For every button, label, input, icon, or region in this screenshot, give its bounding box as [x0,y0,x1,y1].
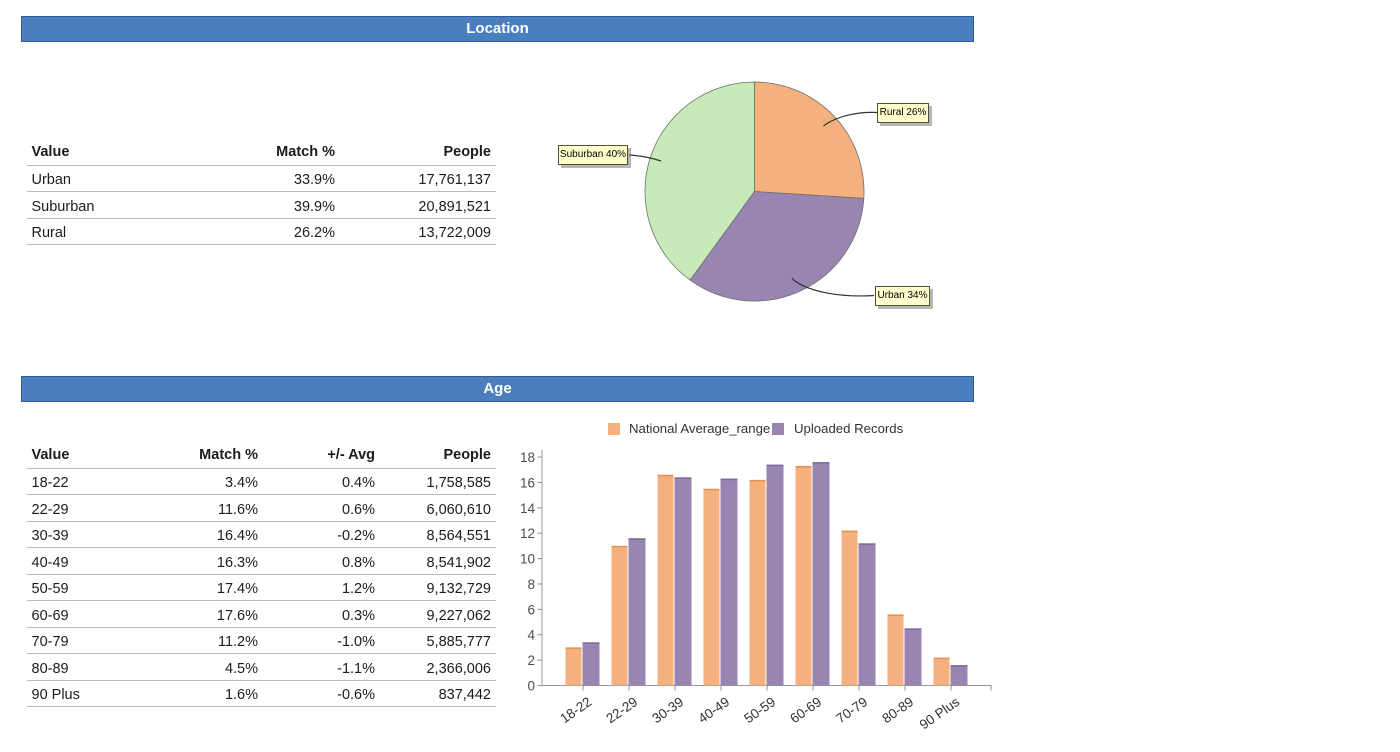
svg-text:14: 14 [520,501,536,516]
svg-text:60-69: 60-69 [787,694,824,726]
svg-text:18: 18 [520,450,535,465]
svg-text:6: 6 [527,602,535,617]
svg-text:10: 10 [520,552,535,567]
svg-text:4: 4 [527,628,535,643]
svg-text:0: 0 [527,679,535,694]
svg-text:50-59: 50-59 [741,694,778,726]
svg-text:40-49: 40-49 [695,694,732,726]
svg-text:90 Plus: 90 Plus [917,694,963,732]
svg-text:30-39: 30-39 [649,694,686,726]
svg-text:18-22: 18-22 [557,694,594,726]
svg-text:80-89: 80-89 [879,694,916,726]
svg-text:22-29: 22-29 [603,694,640,726]
svg-text:8: 8 [527,577,535,592]
svg-text:2: 2 [527,653,535,668]
svg-text:16: 16 [520,475,535,490]
svg-text:12: 12 [520,526,535,541]
svg-text:70-79: 70-79 [833,694,870,726]
